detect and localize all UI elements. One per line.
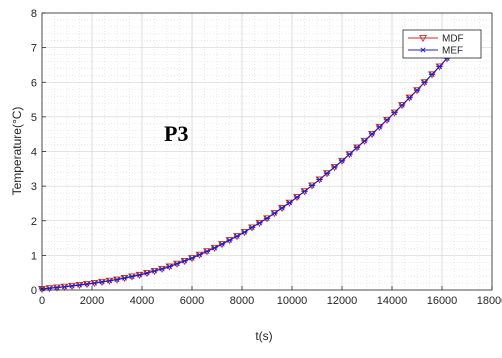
data-point-mef <box>211 245 218 251</box>
y-tick-label: 8 <box>31 8 37 20</box>
x-tick-label: 4000 <box>130 295 154 307</box>
data-point-mef <box>301 188 308 194</box>
data-point-mef <box>308 182 316 189</box>
y-axis-label: Temperature(°C) <box>10 107 24 196</box>
data-point-mef <box>293 194 301 200</box>
x-tick-label: 16000 <box>427 295 458 307</box>
y-tick-label: 1 <box>31 250 37 262</box>
x-tick-label: 14000 <box>377 295 408 307</box>
y-tick-label: 0 <box>31 285 37 297</box>
x-tick-label: 10000 <box>277 295 308 307</box>
data-point-mef <box>331 164 338 170</box>
y-tick-label: 3 <box>31 181 37 193</box>
data-point-mef <box>346 151 353 157</box>
data-point-mef <box>278 205 286 211</box>
series-group <box>38 55 451 294</box>
data-point-mef <box>391 110 398 116</box>
legend-marker-mdf <box>419 34 427 43</box>
data-point-mef <box>53 284 61 291</box>
data-point-mef <box>113 277 121 283</box>
data-point-mef <box>248 224 256 231</box>
data-point-mef <box>68 283 76 289</box>
data-point-mef <box>76 282 83 288</box>
data-point-mef <box>361 138 368 144</box>
x-tick-label: 12000 <box>327 295 358 307</box>
x-tick-label: 6000 <box>180 295 204 307</box>
data-point-mef <box>188 255 196 261</box>
y-tick-label: 7 <box>31 43 37 55</box>
data-point-mef <box>158 266 166 272</box>
x-axis-label: t(s) <box>255 329 272 343</box>
legend-item-mdf: MDF <box>408 34 464 45</box>
data-point-mef <box>98 279 106 285</box>
data-point-mef <box>383 117 391 123</box>
data-point-mef <box>263 215 271 221</box>
ticks: 0 2000 4000 6000 8000 10000 12000 14000 16000 180… <box>31 8 502 307</box>
data-point-mef <box>181 258 188 264</box>
data-point-mef <box>226 237 233 243</box>
data-point-mef <box>233 233 241 239</box>
data-point-mef <box>353 144 361 151</box>
data-point-mef <box>256 220 263 226</box>
data-point-mef <box>106 278 113 284</box>
legend-marker-mef <box>419 47 427 53</box>
data-point-mef <box>436 63 443 70</box>
data-point-mef <box>173 261 181 267</box>
chart-annotation: P3 <box>164 121 188 146</box>
y-tick-label: 6 <box>31 77 37 89</box>
data-point-mef <box>136 272 143 278</box>
data-point-mef <box>413 87 421 93</box>
grid <box>41 12 493 291</box>
data-point-mef <box>128 273 136 280</box>
y-tick-label: 5 <box>31 112 37 124</box>
data-point-mef <box>91 280 98 286</box>
data-point-mef <box>166 264 173 270</box>
data-point-mef <box>241 229 248 235</box>
data-point-mef <box>323 170 331 176</box>
data-point-mef <box>203 248 211 254</box>
y-tick-label: 2 <box>31 216 37 228</box>
legend-item-mef: MEF <box>408 46 463 57</box>
x-tick-label: 0 <box>39 295 45 307</box>
data-point-mef <box>338 158 346 164</box>
y-tick-label: 4 <box>31 147 37 159</box>
data-point-mef <box>83 281 91 287</box>
x-tick-label: 2000 <box>80 295 104 307</box>
data-point-mef <box>271 210 278 216</box>
data-point-mef <box>121 275 128 281</box>
legend-label-mef: MEF <box>442 46 463 57</box>
data-point-mef <box>316 176 323 183</box>
x-tick-label: 8000 <box>230 295 254 307</box>
data-point-mef <box>143 270 151 276</box>
legend-box <box>402 29 482 59</box>
data-point-mef <box>406 95 413 101</box>
data-point-mef <box>61 284 68 290</box>
data-point-mef <box>368 131 376 137</box>
data-point-mef <box>286 200 293 206</box>
data-point-mef <box>151 268 158 274</box>
data-point-mef <box>428 71 436 77</box>
data-point-mef <box>218 241 226 247</box>
data-point-mef <box>376 124 383 130</box>
legend-label-mdf: MDF <box>442 34 464 45</box>
data-point-mef <box>196 252 203 258</box>
data-point-mef <box>421 79 428 85</box>
data-point-mef <box>398 102 406 108</box>
